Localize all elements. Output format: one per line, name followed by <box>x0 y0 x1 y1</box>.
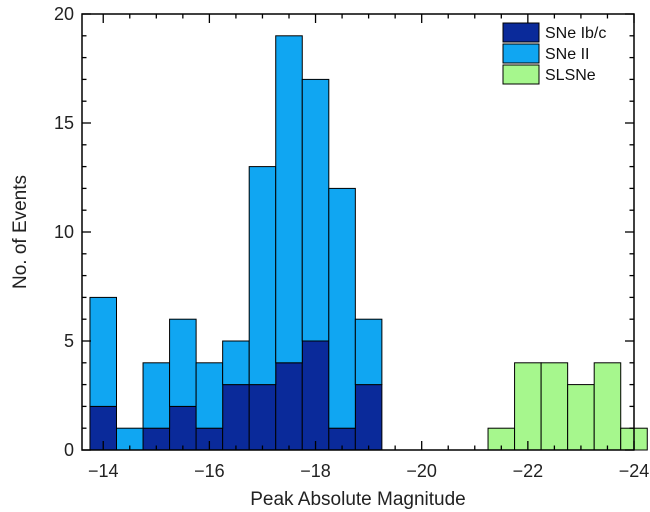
x-tick-label: −22 <box>513 461 544 481</box>
y-tick-label: 0 <box>64 440 74 460</box>
bar-sne-ii-5 <box>222 340 250 386</box>
x-tick-label: −18 <box>300 461 331 481</box>
x-tick-label: −24 <box>619 461 650 481</box>
histogram-bars <box>89 35 648 451</box>
x-tick-label: −14 <box>88 461 119 481</box>
x-tick-label: −20 <box>406 461 437 481</box>
bar-sne-ii-0 <box>89 296 118 407</box>
bar-sne-ib-c-3 <box>169 405 197 451</box>
bar-sne-ii-8 <box>301 78 330 342</box>
bar-sne-ii-6 <box>248 166 277 386</box>
y-tick-label: 20 <box>54 4 74 24</box>
bar-sne-ii-4 <box>195 362 224 429</box>
bar-sne-ii-10 <box>354 318 383 386</box>
legend-label: SLSNe <box>545 67 596 84</box>
legend-swatch <box>502 64 540 85</box>
bar-sne-ib-c-8 <box>301 340 330 451</box>
legend-swatch <box>502 22 540 43</box>
bar-slsne-3 <box>567 384 595 451</box>
bar-sne-ib-c-6 <box>248 384 277 451</box>
legend-label: SNe II <box>545 46 589 63</box>
x-axis-label: Peak Absolute Magnitude <box>250 489 466 510</box>
y-tick-label: 15 <box>54 113 74 133</box>
axis-tick-labels: −14 −16 −18 −20 −22 −24 0 5 10 15 20 <box>54 4 649 481</box>
y-tick-label: 5 <box>64 331 74 351</box>
bar-sne-ib-c-5 <box>222 384 250 451</box>
bar-sne-ii-2 <box>142 362 171 429</box>
bar-sne-ii-3 <box>169 318 197 407</box>
legend-label: SNe Ib/c <box>545 25 606 42</box>
y-tick-label: 10 <box>54 222 74 242</box>
bar-slsne-2 <box>540 362 569 451</box>
bar-sne-ib-c-10 <box>354 384 383 451</box>
bar-slsne-4 <box>593 362 622 451</box>
axis-ticks <box>82 13 635 451</box>
y-axis-label: No. of Events <box>10 175 31 289</box>
legend-swatch <box>502 43 540 64</box>
bar-slsne-1 <box>514 362 542 451</box>
bar-sne-ii-7 <box>275 35 303 364</box>
bar-sne-ib-c-7 <box>275 362 303 451</box>
x-tick-label: −16 <box>194 461 225 481</box>
bar-sne-ii-9 <box>328 187 356 429</box>
legend: SNe Ib/c SNe II SLSNe <box>502 22 606 85</box>
